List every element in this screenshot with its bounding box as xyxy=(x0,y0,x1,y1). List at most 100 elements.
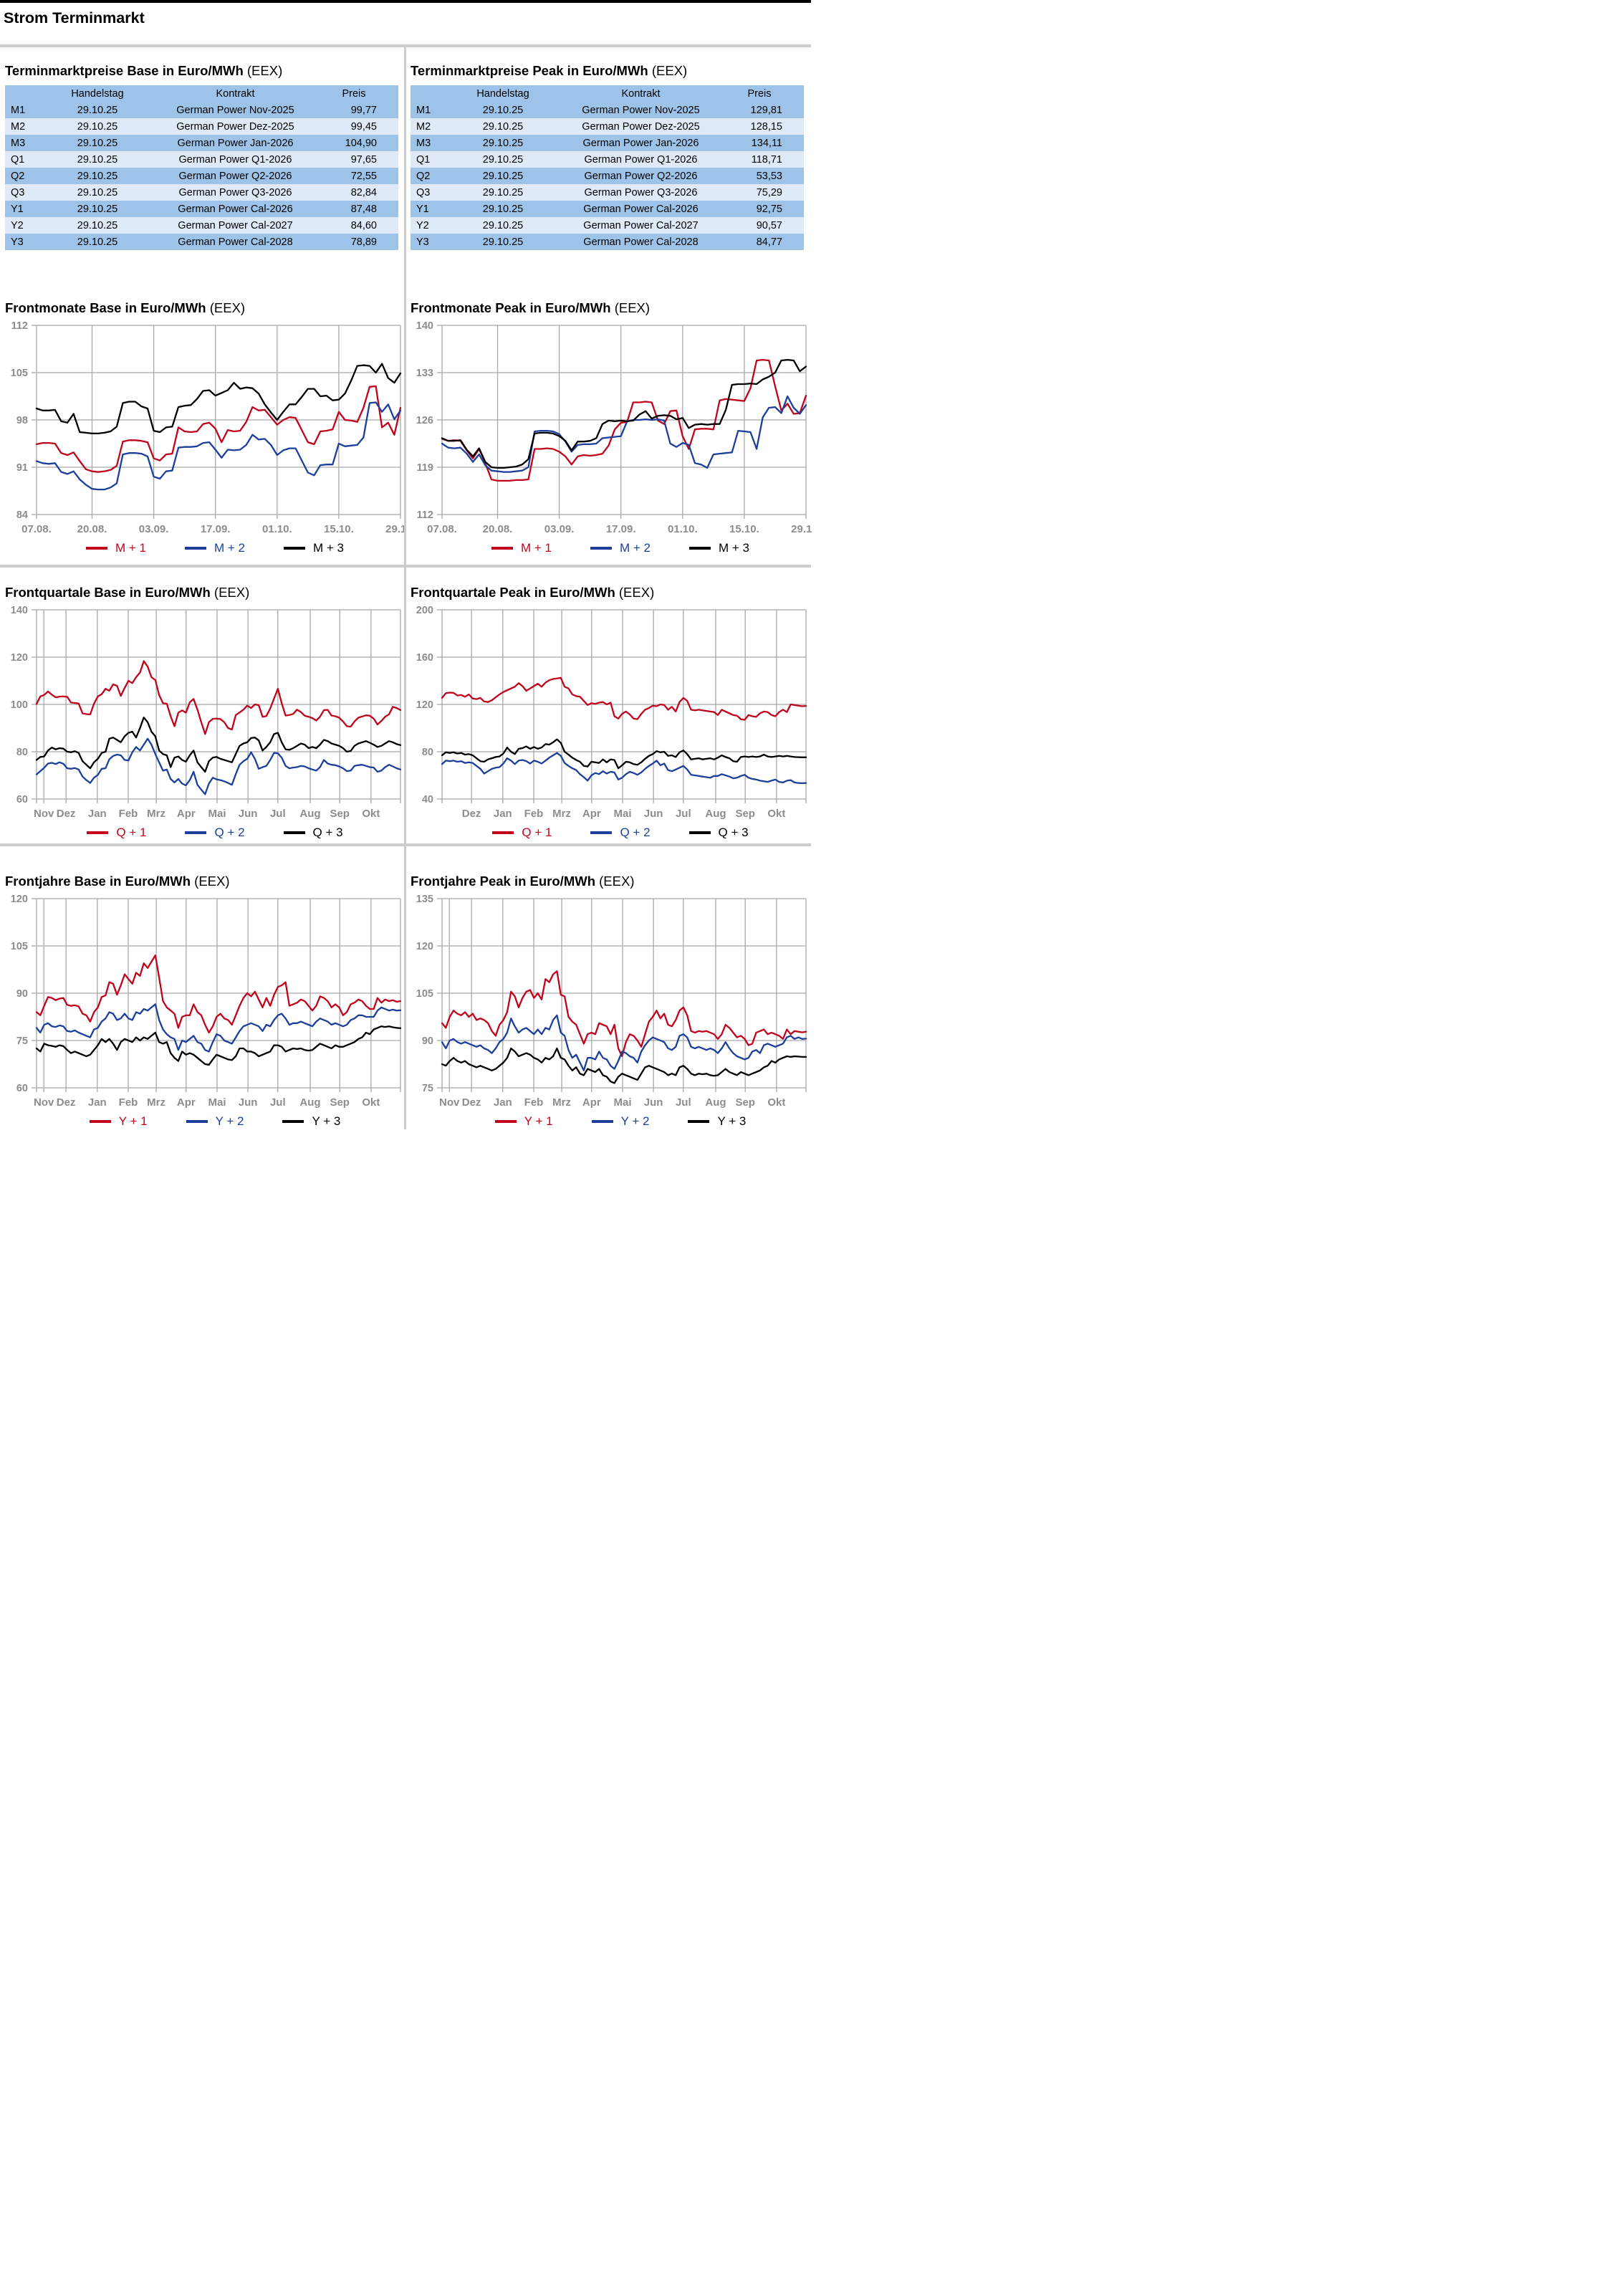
series-line-Q+2 xyxy=(441,752,807,785)
frontmonate-row: Frontmonate Base in Euro/MWh (EEX) 84 91 9… xyxy=(0,300,812,556)
trade-date: 29.10.25 xyxy=(77,203,118,215)
x-tick-label: Jul xyxy=(270,1096,286,1109)
frontquartale-row: Frontquartale Base in Euro/MWh (EEX) 60 8… xyxy=(0,568,811,841)
legend-item: M + 1 xyxy=(491,541,552,555)
y-tick-label: 75 xyxy=(422,1083,433,1094)
trade-date: 29.10.25 xyxy=(77,170,118,182)
legend-line-swatch xyxy=(282,1120,304,1123)
table-row: Q1 29.10.25 German Power Q1-2026 118,71 xyxy=(411,151,804,168)
series-line-Y+1 xyxy=(441,970,807,1058)
legend-label: Q + 2 xyxy=(620,826,651,839)
x-tick-label: 17.09. xyxy=(201,523,231,535)
legend-label: M + 2 xyxy=(214,541,245,555)
legend-item: M + 1 xyxy=(86,541,146,555)
contract-name: German Power Q3-2026 xyxy=(584,186,698,198)
header-divider xyxy=(0,44,811,47)
trade-date: 29.10.25 xyxy=(482,153,524,166)
column-header: Preis xyxy=(342,87,366,100)
contract-code: M3 xyxy=(416,137,431,149)
table-title-base-suffix: (EEX) xyxy=(246,63,283,78)
x-tick-label: 01.10. xyxy=(262,523,292,535)
table-row: Y1 29.10.25 German Power Cal-2026 87,48 xyxy=(5,201,398,217)
chart-title-frontquartale-base: Frontquartale Base in Euro/MWh (EEX) xyxy=(5,585,399,601)
tables-row: Terminmarktpreise Base in Euro/MWh (EEX)… xyxy=(0,47,811,250)
y-tick-label: 120 xyxy=(416,699,433,711)
x-tick-label: 03.09. xyxy=(139,523,169,535)
y-tick-label: 119 xyxy=(417,462,433,474)
x-tick-label: 07.08. xyxy=(427,523,457,535)
y-tick-label: 91 xyxy=(16,462,28,474)
legend-label: Y + 2 xyxy=(215,1114,244,1128)
trade-date: 29.10.25 xyxy=(482,236,524,248)
chart-canvas-frontquartale-base: 60 80 100 120 140 Nov Dez Jan Feb Mrz Apr Mai Jun Jul… xyxy=(5,604,402,841)
contract-name: German Power Q1-2026 xyxy=(584,153,698,166)
chart-canvas-frontjahre-peak: 75 90 105 120 135 Nov Dez Jan Feb Mrz Apr Mai Jun Jul… xyxy=(411,893,807,1129)
price-value: 104,90 xyxy=(345,137,377,149)
price-value: 134,11 xyxy=(751,137,782,149)
legend-item: M + 3 xyxy=(284,541,344,555)
price-value: 84,77 xyxy=(756,236,782,248)
legend-label: Q + 3 xyxy=(312,826,343,839)
price-table: Handelstag Kontrakt Preis M1 29.10.25 German … xyxy=(5,85,398,250)
table-row: Y3 29.10.25 German Power Cal-2028 84,77 xyxy=(411,234,804,250)
contract-code: M1 xyxy=(416,104,431,116)
contract-name: German Power Dez-2025 xyxy=(176,120,294,133)
legend-item: Y + 2 xyxy=(591,1114,649,1129)
chart-legend: Y + 1 Y + 2 Y + 3 xyxy=(411,1114,805,1129)
y-tick-label: 90 xyxy=(422,1035,433,1047)
x-tick-label: Feb xyxy=(524,808,544,820)
table-title-base-text: Terminmarktpreise Base in Euro/MWh xyxy=(5,63,244,78)
contract-code: Y1 xyxy=(11,203,24,215)
x-tick-label: Jun xyxy=(644,1096,663,1109)
table-row: Y2 29.10.25 German Power Cal-2027 84,60 xyxy=(5,217,398,234)
contract-name: German Power Q3-2026 xyxy=(178,186,292,198)
price-value: 92,75 xyxy=(756,203,782,215)
chart-svg-frontmonate-base: 84 91 98 105 112 07.08. 20.08. 03.09. 17.09. 01.1… xyxy=(11,320,406,535)
x-tick-label: Sep xyxy=(330,808,350,820)
contract-code: M2 xyxy=(416,120,431,133)
chart-legend: M + 1 M + 2 M + 3 xyxy=(411,540,805,556)
contract-code: Q3 xyxy=(416,186,431,198)
x-tick-label: Aug xyxy=(705,1096,726,1109)
legend-item: Q + 3 xyxy=(688,826,749,840)
trade-date: 29.10.25 xyxy=(482,203,524,215)
legend-label: M + 1 xyxy=(115,541,146,555)
legend-item: Q + 1 xyxy=(492,826,552,840)
chart-title-frontjahre-base: Frontjahre Base in Euro/MWh (EEX) xyxy=(5,874,399,889)
legend-line-swatch xyxy=(491,547,513,550)
series-line-Y+2 xyxy=(441,1014,807,1071)
legend-item: M + 2 xyxy=(590,541,651,555)
chart-title-frontmonate-base: Frontmonate Base in Euro/MWh (EEX) xyxy=(5,300,399,316)
contract-name: German Power Q2-2026 xyxy=(584,170,698,182)
chart-title-text: Frontmonate Base in Euro/MWh xyxy=(5,300,206,315)
chart-title-suffix: (EEX) xyxy=(209,300,246,315)
price-table-base: Handelstag Kontrakt Preis M1 29.10.25 German … xyxy=(5,85,399,250)
x-tick-label: Dez xyxy=(462,808,481,820)
chart-legend: Y + 1 Y + 2 Y + 3 xyxy=(5,1114,399,1129)
legend-line-swatch xyxy=(591,1120,613,1123)
y-tick-label: 98 xyxy=(16,415,28,426)
x-tick-label: Feb xyxy=(524,1096,544,1109)
table-header-row: Handelstag Kontrakt Preis xyxy=(411,85,804,102)
x-tick-label: 17.09. xyxy=(606,523,636,535)
y-tick-label: 105 xyxy=(11,368,28,379)
trade-date: 29.10.25 xyxy=(482,170,524,182)
page-title: Strom Terminmarkt xyxy=(4,9,145,27)
contract-code: Y2 xyxy=(11,219,24,231)
column-header: Kontrakt xyxy=(621,87,661,100)
table-row: M2 29.10.25 German Power Dez-2025 99,45 xyxy=(5,118,398,135)
table-title-peak-text: Terminmarktpreise Peak in Euro/MWh xyxy=(411,63,648,78)
legend-line-swatch xyxy=(590,831,613,834)
x-tick-label: Sep xyxy=(735,808,755,820)
column-header xyxy=(411,85,449,102)
series-line-Y+1 xyxy=(35,955,402,1034)
chart-svg-frontjahre-peak: 75 90 105 120 135 Nov Dez Jan Feb Mrz Apr Mai Jun Jul… xyxy=(416,894,807,1109)
y-tick-label: 133 xyxy=(416,368,433,379)
contract-code: Y2 xyxy=(416,219,429,231)
contract-name: German Power Dez-2025 xyxy=(582,120,700,133)
x-tick-label: Sep xyxy=(330,1096,350,1109)
contract-code: Y3 xyxy=(11,236,24,248)
legend-line-swatch xyxy=(185,831,207,834)
y-tick-label: 120 xyxy=(416,941,433,952)
chart-title-text: Frontquartale Base in Euro/MWh xyxy=(5,585,211,600)
